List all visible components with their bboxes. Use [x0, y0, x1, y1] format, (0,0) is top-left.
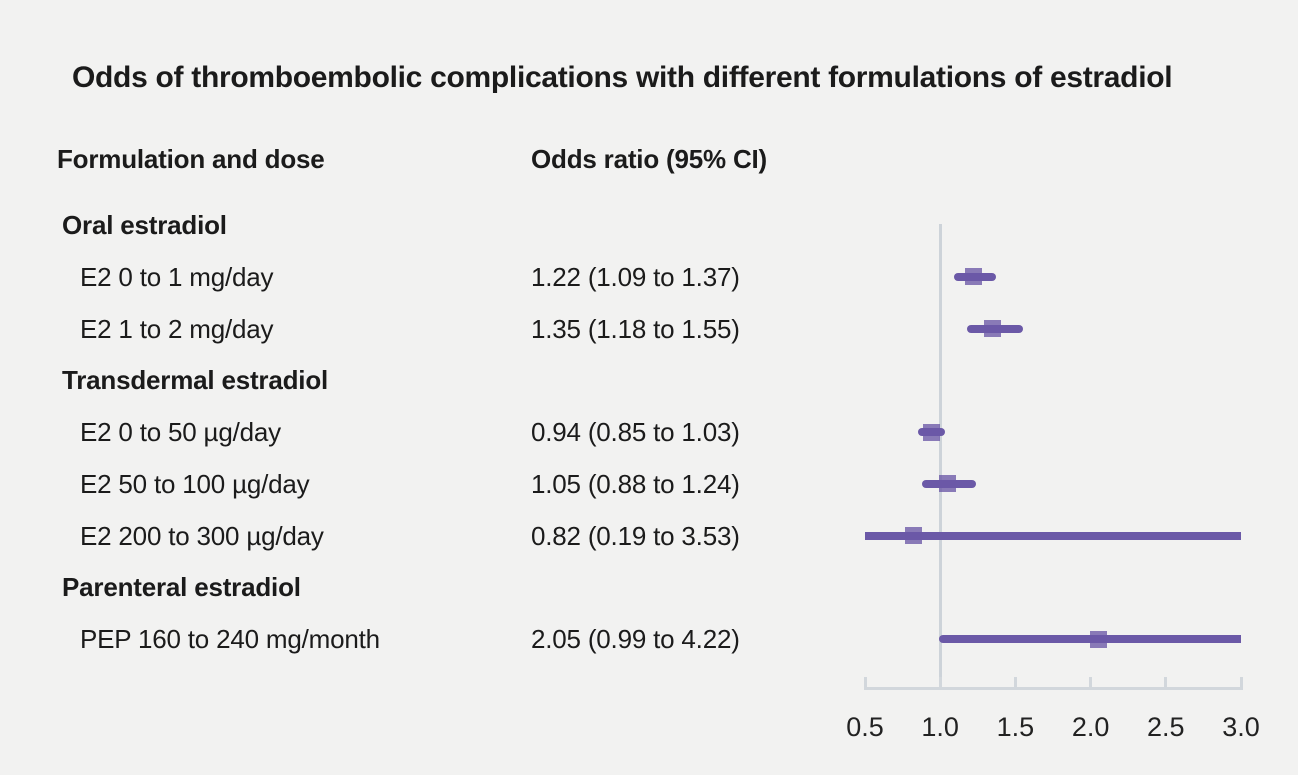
odds-ratio-marker — [1089, 630, 1107, 648]
row-label: E2 50 to 100 µg/day — [80, 468, 310, 499]
row-label: PEP 160 to 240 mg/month — [80, 624, 380, 654]
row-odds-ratio-value: 0.82 (0.19 to 3.53) — [531, 520, 740, 551]
x-axis-tick-label: 3.0 — [1222, 712, 1260, 742]
x-axis-tick-label: 2.5 — [1147, 712, 1185, 742]
x-axis-tick-label: 2.0 — [1071, 712, 1110, 742]
x-axis-tick-label: 0.5 — [846, 712, 884, 742]
x-axis-tick — [1089, 677, 1093, 687]
x-axis-tick — [1239, 677, 1243, 687]
group-label: Oral estradiol — [62, 210, 227, 240]
reference-line — [938, 224, 942, 690]
chart-title: Odds of thromboembolic complications wit… — [72, 61, 1173, 94]
ci-line — [865, 531, 1241, 540]
row-odds-ratio-value: 1.35 (1.18 to 1.55) — [531, 313, 740, 344]
column-header-odds-ratio: Odds ratio (95% CI) — [531, 144, 768, 174]
odds-ratio-marker — [939, 475, 957, 493]
x-axis-tick-label: 1.5 — [996, 712, 1035, 742]
odds-ratio-marker — [984, 320, 1002, 337]
odds-ratio-marker — [904, 527, 922, 544]
row-label: E2 0 to 1 mg/day — [80, 261, 274, 292]
row-odds-ratio-value: 1.05 (0.88 to 1.24) — [531, 468, 740, 499]
row-label: E2 200 to 300 µg/day — [80, 520, 324, 551]
row-odds-ratio-value: 2.05 (0.99 to 4.22) — [531, 624, 740, 654]
row-odds-ratio-value: 1.22 (1.09 to 1.37) — [531, 261, 740, 292]
x-axis-tick — [1164, 677, 1168, 687]
column-header-formulation: Formulation and dose — [57, 144, 325, 174]
row-label: E2 1 to 2 mg/day — [80, 313, 274, 344]
x-axis-tick — [938, 677, 942, 687]
odds-ratio-marker — [964, 268, 982, 286]
group-label: Parenteral estradiol — [62, 572, 301, 603]
row-odds-ratio-value: 0.94 (0.85 to 1.03) — [531, 417, 740, 447]
x-axis-tick-label: 1.0 — [921, 712, 959, 742]
x-axis-tick — [1013, 677, 1017, 687]
row-label: E2 0 to 50 µg/day — [80, 417, 281, 447]
group-label: Transdermal estradiol — [62, 365, 329, 396]
x-axis-tick — [863, 677, 867, 687]
odds-ratio-marker — [922, 423, 940, 441]
x-axis-line — [863, 687, 1243, 690]
